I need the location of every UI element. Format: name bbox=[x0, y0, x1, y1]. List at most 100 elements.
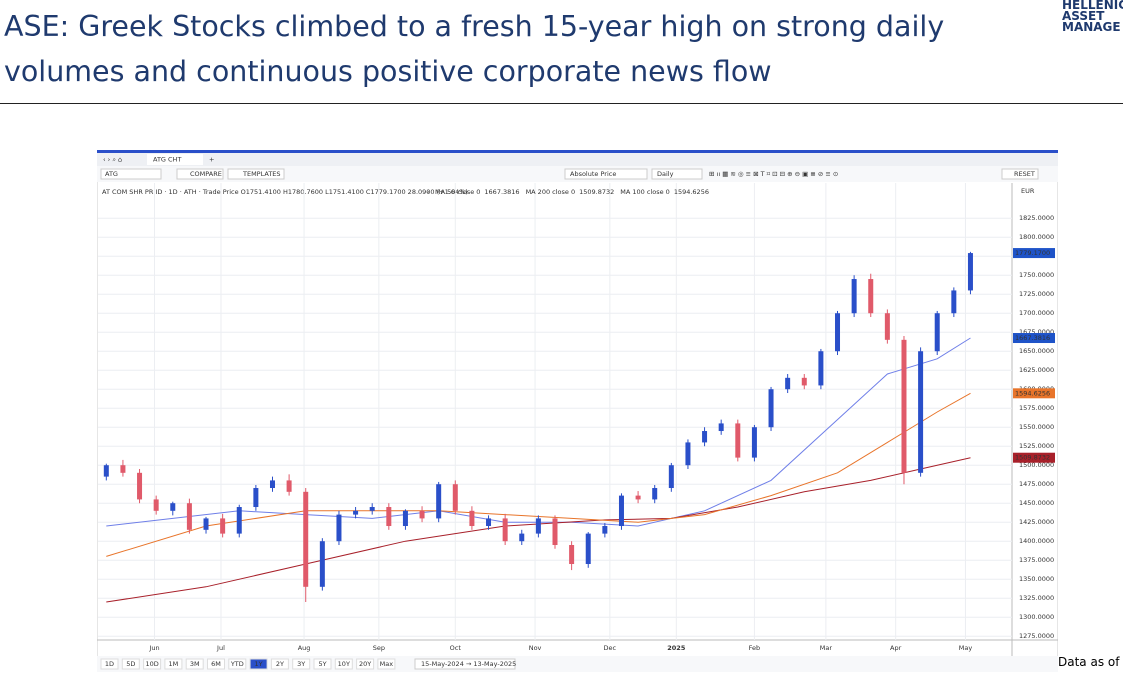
range-button[interactable] bbox=[164, 658, 183, 670]
y-tick-label: 1675.0000 bbox=[1019, 328, 1054, 336]
candle-body bbox=[835, 313, 841, 352]
range-button[interactable] bbox=[143, 658, 162, 670]
last-value-label: 1509.8732 bbox=[1015, 454, 1050, 462]
range-button[interactable] bbox=[313, 658, 332, 670]
candle-body bbox=[535, 518, 541, 534]
top-bar bbox=[97, 150, 1058, 153]
candle-body bbox=[402, 510, 408, 527]
range-label: 10Y bbox=[338, 660, 350, 668]
range-button[interactable] bbox=[249, 658, 268, 670]
legend-value: 1594.6256 bbox=[674, 188, 709, 196]
reset-button[interactable] bbox=[1001, 168, 1039, 180]
y-tick-label: 1500.0000 bbox=[1019, 461, 1054, 469]
y-tick-label: 1425.0000 bbox=[1019, 518, 1054, 526]
y-tick-label: 1550.0000 bbox=[1019, 423, 1054, 431]
y-tick-label: 1825.0000 bbox=[1019, 214, 1054, 222]
last-value-label: 1667.3816 bbox=[1015, 334, 1050, 342]
y-tick-label: 1300.0000 bbox=[1019, 613, 1054, 621]
candle-body bbox=[918, 351, 924, 473]
legend-entry: MA 50 close 0 bbox=[435, 188, 480, 196]
candle-body bbox=[386, 507, 392, 527]
y-tick-label: 1700.0000 bbox=[1019, 309, 1054, 317]
range-button[interactable] bbox=[292, 658, 311, 670]
candle-body bbox=[452, 484, 458, 511]
candle-body bbox=[934, 313, 940, 352]
frame bbox=[97, 150, 1058, 672]
x-tick-label: Feb bbox=[749, 644, 761, 652]
legend-value: 1509.8732 bbox=[579, 188, 614, 196]
mode-label: Absolute Price bbox=[570, 170, 616, 178]
tab-label: ATG CHT bbox=[153, 156, 181, 164]
logo: HELLENIC ASSET MANAGE bbox=[1062, 0, 1123, 33]
candle-body bbox=[751, 427, 757, 458]
legend-text: AT COM SHR PR ID · 1D · ATH · Trade Pric… bbox=[102, 188, 468, 196]
candle-body bbox=[286, 480, 292, 492]
candle-body bbox=[685, 442, 691, 466]
y-tick-label: 1400.0000 bbox=[1019, 537, 1054, 545]
candle-body bbox=[137, 472, 143, 500]
range-button[interactable] bbox=[121, 658, 140, 670]
last-value-box bbox=[1013, 388, 1055, 399]
date-range-box[interactable] bbox=[414, 658, 516, 670]
compare-button[interactable] bbox=[176, 168, 224, 180]
last-value-box bbox=[1013, 452, 1055, 463]
candle-body bbox=[585, 533, 591, 565]
candle-body bbox=[436, 484, 442, 519]
candle-body bbox=[868, 279, 874, 314]
candle-body bbox=[269, 480, 275, 489]
last-value-box bbox=[1013, 248, 1055, 259]
mode-select[interactable] bbox=[564, 168, 648, 180]
range-button[interactable] bbox=[228, 658, 247, 670]
y-tick-label: 1275.0000 bbox=[1019, 632, 1054, 640]
candle-body bbox=[884, 313, 890, 340]
templates-button[interactable] bbox=[227, 168, 285, 180]
title-line: ASE: Greek Stocks climbed to a fresh 15-… bbox=[4, 10, 945, 43]
candle-body bbox=[103, 465, 109, 477]
last-value-label: 1779.1700 bbox=[1015, 249, 1050, 257]
moving-average-line bbox=[106, 392, 971, 557]
x-tick-label: Mar bbox=[820, 644, 833, 652]
candle-body bbox=[303, 491, 309, 587]
range-label: 1D bbox=[105, 660, 114, 668]
candle-body bbox=[170, 503, 176, 511]
range-button[interactable] bbox=[377, 658, 396, 670]
new-tab[interactable]: + bbox=[209, 156, 214, 164]
candle-body bbox=[951, 290, 957, 314]
range-button[interactable] bbox=[356, 658, 375, 670]
candle-body bbox=[901, 339, 907, 473]
candle-body bbox=[569, 545, 575, 565]
range-button[interactable] bbox=[100, 658, 119, 670]
templates-label: TEMPLATES bbox=[242, 170, 281, 178]
legend-value: 1667.3816 bbox=[484, 188, 519, 196]
x-tick-label: Jul bbox=[216, 644, 225, 652]
range-button[interactable] bbox=[185, 658, 204, 670]
candle-body bbox=[153, 499, 159, 511]
range-button[interactable] bbox=[334, 658, 353, 670]
y-tick-label: 1750.0000 bbox=[1019, 271, 1054, 279]
candle-body bbox=[469, 510, 475, 527]
interval-select[interactable] bbox=[651, 168, 703, 180]
candle-body bbox=[419, 510, 425, 519]
candle-body bbox=[519, 533, 525, 542]
last-value-label: 1594.6256 bbox=[1015, 389, 1050, 397]
logo-line: MANAGE bbox=[1062, 20, 1121, 34]
range-button[interactable] bbox=[270, 658, 289, 670]
x-tick-label: Dec bbox=[604, 644, 617, 652]
x-tick-label: Aug bbox=[298, 644, 311, 652]
range-label: 1M bbox=[169, 660, 179, 668]
legend-arrow: ‹ bbox=[427, 188, 430, 196]
candle-body bbox=[735, 423, 741, 458]
logo-line: ASSET bbox=[1062, 9, 1105, 23]
range-button[interactable] bbox=[207, 658, 225, 670]
candle-body bbox=[851, 279, 857, 314]
tab-bar bbox=[97, 153, 1058, 166]
symbol-box[interactable] bbox=[100, 168, 162, 180]
title-line: volumes and continuous positive corporat… bbox=[4, 55, 772, 88]
candle-body bbox=[785, 377, 791, 390]
tool-icons: ⊞ ıı ▦ ≋ ◎ ≡ ⊠ T ⌑ ⊡ ⊟ ⊕ ⊖ ▣ ≣ ⊘ ≡ ⊙ bbox=[709, 170, 838, 178]
y-tick-label: 1450.0000 bbox=[1019, 499, 1054, 507]
chart-screenshot: ‹ › ⌕ ⌂ ATG CHT + ATG COMPARE TEMPLATES … bbox=[97, 150, 1058, 672]
x-tick-label: May bbox=[959, 644, 973, 652]
candle-body bbox=[618, 495, 624, 527]
